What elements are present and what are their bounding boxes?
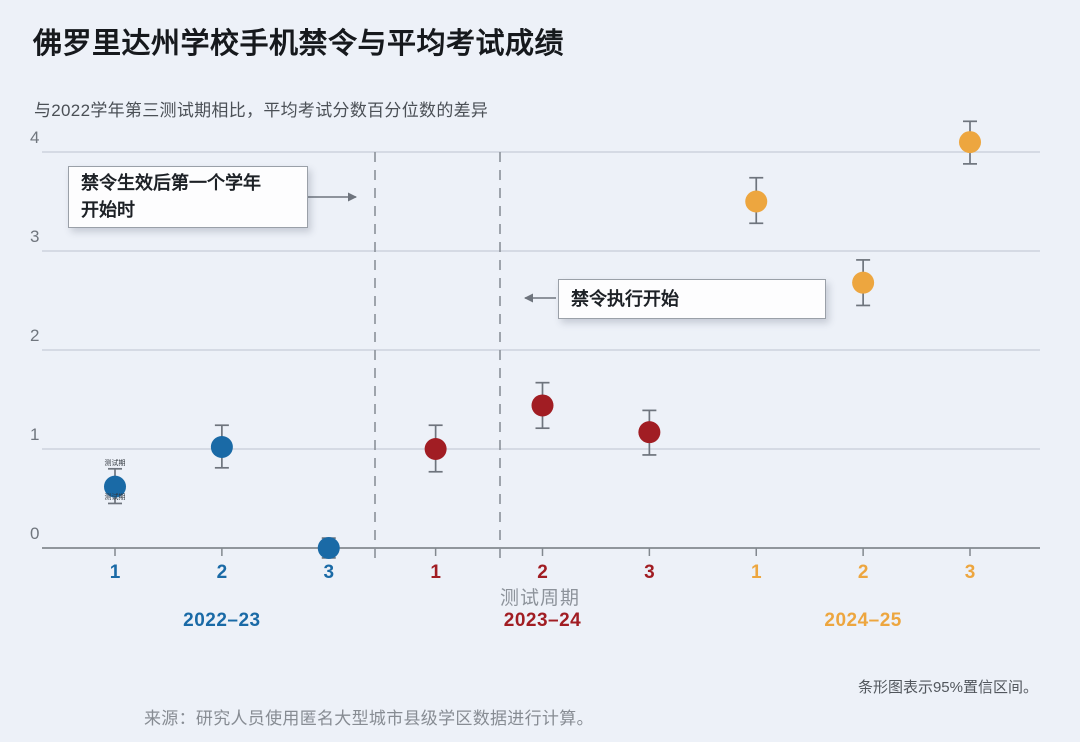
data-point bbox=[852, 271, 875, 294]
micro-point-label-above: 测试期 bbox=[104, 460, 126, 467]
data-point bbox=[638, 421, 661, 444]
chart-subtitle: 与2022学年第三测试期相比，平均考试分数百分位数的差异 bbox=[34, 101, 489, 120]
annotation-text-line: 禁令执行开始 bbox=[571, 289, 679, 309]
data-point bbox=[424, 438, 447, 460]
x-axis-title: 测试周期 bbox=[499, 588, 581, 609]
x-tick-label: 2 bbox=[858, 562, 869, 583]
data-point bbox=[745, 190, 768, 213]
x-tick-label: 1 bbox=[110, 562, 121, 583]
data-point bbox=[210, 436, 233, 459]
y-tick-label: 4 bbox=[30, 128, 39, 147]
group-year-label: 2022–23 bbox=[183, 610, 260, 631]
data-point bbox=[959, 131, 981, 154]
x-tick-label: 2 bbox=[537, 562, 548, 583]
annotation-text-line: 禁令生效后第一个学年 bbox=[81, 173, 261, 193]
annotation-text-line: 开始时 bbox=[81, 200, 135, 220]
y-tick-label: 2 bbox=[30, 326, 39, 345]
y-tick-label: 0 bbox=[30, 524, 39, 543]
annotation-ban-first-school-year: 禁令生效后第一个学年 开始时 bbox=[68, 166, 308, 228]
x-tick-label: 3 bbox=[644, 562, 655, 583]
confidence-interval-note: 条形图表示95%置信区间。 bbox=[857, 679, 1038, 696]
y-tick-label: 3 bbox=[30, 227, 39, 246]
data-point bbox=[104, 475, 126, 498]
annotation-ban-enforcement-start: 禁令执行开始 bbox=[558, 279, 826, 319]
source-note: 来源：研究人员使用匿名大型城市县级学区数据进行计算。 bbox=[144, 709, 594, 728]
micro-point-label-below: 测试期 bbox=[104, 494, 126, 501]
chart-title: 佛罗里达州学校手机禁令与平均考试成绩 bbox=[33, 28, 565, 60]
x-tick-label: 2 bbox=[217, 562, 228, 583]
group-year-label: 2024–25 bbox=[824, 610, 901, 631]
data-point bbox=[317, 537, 340, 559]
group-year-label: 2023–24 bbox=[504, 610, 581, 631]
data-point bbox=[531, 394, 554, 417]
x-tick-label: 1 bbox=[751, 562, 762, 583]
x-tick-label: 1 bbox=[430, 562, 441, 583]
x-tick-label: 3 bbox=[965, 562, 976, 583]
y-tick-label: 1 bbox=[30, 425, 39, 444]
x-tick-label: 3 bbox=[323, 562, 334, 583]
